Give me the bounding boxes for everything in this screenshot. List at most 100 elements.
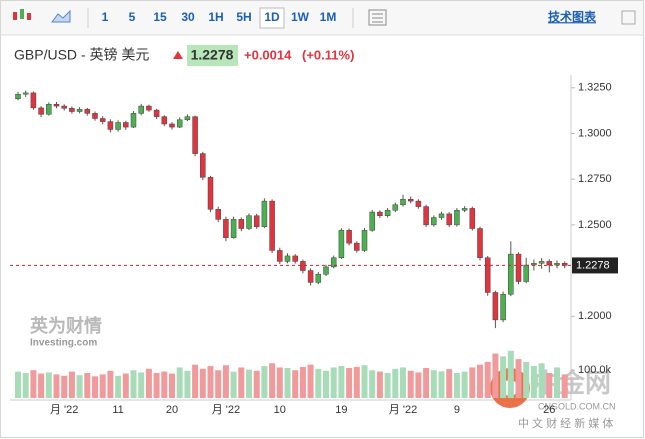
volume-bar (276, 367, 283, 398)
candle-body (99, 118, 106, 122)
volume-bar (38, 373, 45, 398)
candle-body (307, 270, 314, 283)
volume-bar (438, 371, 445, 398)
candle-body (269, 200, 275, 251)
candle-body (200, 153, 206, 178)
candle-body (384, 209, 391, 216)
y-tick-label: 1.3000 (578, 127, 612, 139)
watermark: CNGOLD.COM.CN (538, 401, 616, 411)
candle-body (46, 103, 52, 115)
volume-bar (492, 353, 499, 398)
volume-bar (307, 364, 314, 398)
candle-body (300, 261, 306, 271)
candle-body (377, 211, 383, 216)
interval-button[interactable]: 15 (153, 10, 167, 24)
candle-body (169, 123, 175, 128)
volume-bar (61, 375, 68, 398)
volume-bar (530, 366, 537, 398)
volume-bar (161, 371, 168, 398)
volume-bar (430, 370, 437, 398)
volume-bar (346, 368, 353, 398)
candle-body (415, 200, 422, 207)
interval-button[interactable]: 1 (102, 10, 109, 24)
y-tick-label: 1.2500 (578, 219, 612, 231)
interval-button[interactable]: 5H (236, 10, 251, 24)
candle-body (369, 211, 375, 231)
candle-body (161, 116, 168, 125)
volume-bar (554, 367, 560, 398)
volume-bar (92, 376, 98, 398)
candle-body (338, 230, 345, 259)
expand-icon[interactable] (621, 10, 636, 25)
volume-bar (30, 370, 37, 398)
candle-body (176, 119, 183, 128)
candle-body (84, 109, 91, 114)
candle-body (153, 109, 160, 117)
volume-bar (15, 371, 21, 398)
volume-bar (192, 364, 199, 398)
candle-body (330, 257, 337, 268)
volume-bar (423, 368, 430, 398)
last-price: 1.2278 (191, 47, 234, 63)
x-tick-label: 26 (543, 404, 555, 416)
interval-button[interactable]: 30 (181, 10, 195, 24)
candle-body (454, 209, 460, 226)
candle-body (546, 261, 553, 266)
volume-bar (484, 361, 491, 398)
candle-body (277, 250, 283, 262)
interval-button[interactable]: 1M (320, 10, 337, 24)
volume-bar (253, 370, 260, 398)
candle-body (138, 105, 144, 114)
volume-bar (68, 371, 75, 398)
interval-button[interactable]: 1W (291, 10, 310, 24)
candle-body (538, 261, 545, 264)
candle-body (146, 105, 152, 111)
candle-body (223, 219, 229, 238)
candle-body (423, 206, 429, 226)
volume-bar (361, 365, 368, 398)
candle-body (115, 122, 121, 130)
volume-bar (22, 373, 29, 398)
x-tick-label: 11 (112, 404, 123, 416)
y-tick-label: 1.2750 (578, 173, 612, 185)
volume-bar (230, 371, 237, 398)
area-icon[interactable] (51, 9, 71, 23)
tech-chart-link[interactable]: 技术图表 (548, 9, 597, 24)
x-tick-label: 月 '22 (212, 404, 240, 416)
volume-bar (261, 366, 268, 398)
candle-body (400, 199, 406, 206)
volume-bar (469, 367, 476, 398)
candle-body (392, 204, 399, 211)
interval-button[interactable]: 1H (208, 10, 223, 24)
volume-bar (184, 370, 191, 398)
candle-body (361, 230, 368, 251)
candle-body (107, 121, 114, 130)
watermark: 中金网 (533, 368, 611, 398)
interval-button[interactable]: 1D (264, 10, 280, 24)
y-tick-label: 1.2000 (578, 310, 612, 322)
volume-bar (369, 370, 376, 398)
volume-bar (299, 366, 306, 398)
x-tick-label: 月 '22 (50, 404, 78, 416)
volume-bar (169, 373, 175, 398)
volume-bar (561, 374, 568, 398)
candle-body (438, 213, 445, 218)
y-tick-label: 1.3250 (578, 82, 612, 94)
indicator-icon[interactable] (368, 9, 387, 26)
candle-icon[interactable] (13, 9, 31, 20)
candle-body (238, 219, 245, 229)
volume-bar (500, 356, 507, 398)
volume-bar (84, 373, 91, 398)
candle-body (508, 253, 514, 295)
candle-body (484, 257, 491, 293)
interval-button[interactable]: 5 (129, 10, 136, 24)
volume-bar (222, 365, 229, 398)
volume-bar (215, 370, 222, 398)
watermark: 英为财情 (29, 315, 102, 336)
candle-body (76, 109, 83, 112)
volume-bar (538, 363, 545, 398)
volume-bar (515, 359, 522, 398)
candle-body (15, 93, 21, 100)
volume-bar (284, 368, 291, 398)
